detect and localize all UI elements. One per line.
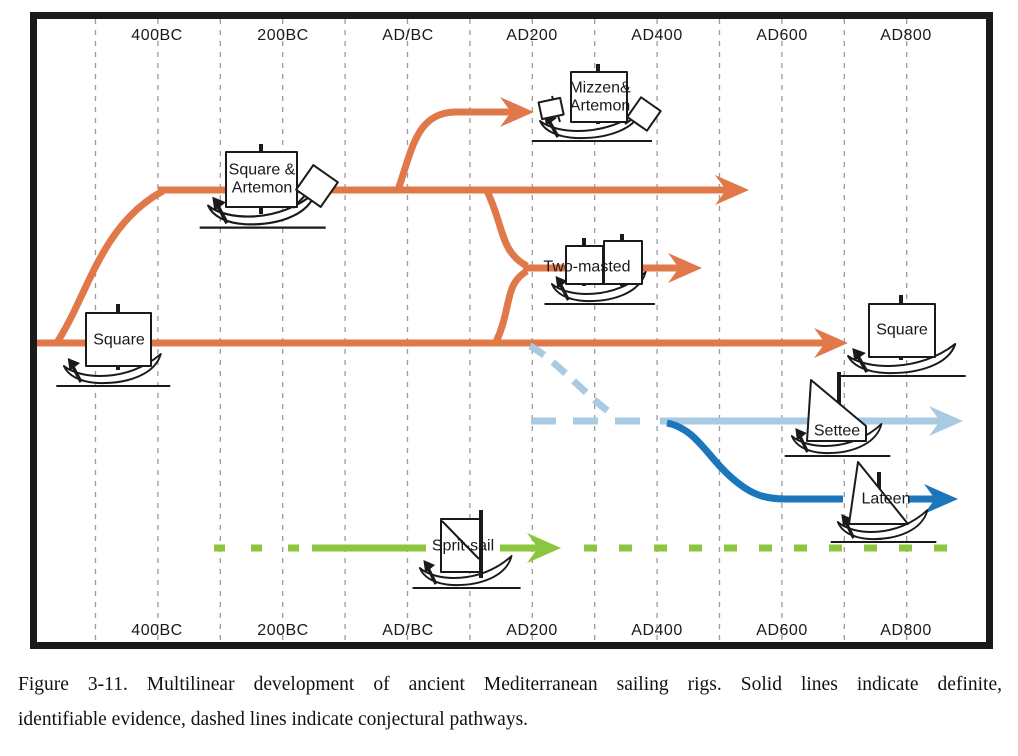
axis-label-bottom: AD600 [756, 622, 808, 639]
label-square-artemon-line1: Square & [228, 161, 296, 179]
label-square-early: Square [93, 331, 145, 349]
axis-label-top: 400BC [131, 27, 183, 44]
axis-label-bottom: AD200 [506, 622, 558, 639]
ship-square-artemon [197, 144, 339, 230]
axis-label-top: 200BC [257, 27, 309, 44]
settee-lines [528, 342, 963, 436]
label-square-late: Square [876, 321, 928, 339]
label-lateen: Lateen [861, 490, 911, 508]
axis-label-bottom: AD800 [880, 622, 932, 639]
axis-label-bottom: 400BC [131, 622, 183, 639]
ship-lateen [828, 461, 939, 544]
axis-label-bottom: 200BC [257, 622, 309, 639]
axis-label-bottom: AD/BC [382, 622, 434, 639]
ship-two-masted [542, 234, 657, 306]
ship-settee [782, 372, 893, 458]
label-two-masted: Two-masted [543, 258, 631, 276]
axis-label-bottom: AD400 [631, 622, 683, 639]
label-sprit-sail: Sprit-sail [431, 537, 495, 555]
label-square-artemon-line2: Artemon [231, 179, 293, 197]
axis-label-top: AD/BC [382, 27, 434, 44]
label-settee: Settee [813, 422, 861, 440]
lateen-lines [666, 419, 958, 514]
ship-square-early [54, 304, 173, 388]
ship-mizzen-artemon [530, 64, 662, 143]
axis-label-top: AD800 [880, 27, 932, 44]
axis-label-top: AD600 [756, 27, 808, 44]
ship-square-late [837, 295, 968, 378]
square-rig-lines [37, 97, 848, 358]
label-mizzen-artemon-line1: Mizzen& [569, 79, 631, 97]
figure-caption-line2: identifiable evidence, dashed lines indi… [18, 709, 529, 730]
axis-label-top: AD200 [506, 27, 558, 44]
sprit-sail-lines [214, 533, 958, 563]
ship-sprit-sail [410, 510, 523, 590]
figure-caption-line1: Figure 3-11. Multilinear development of … [18, 674, 1002, 695]
axis-label-top: AD400 [631, 27, 683, 44]
label-mizzen-artemon-line2: Artemon [569, 97, 631, 115]
